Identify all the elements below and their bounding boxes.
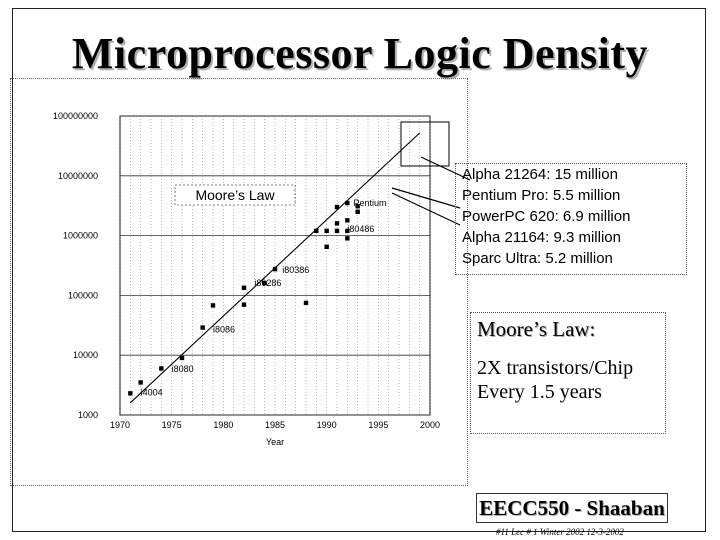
y-tick-label: 100000	[68, 290, 98, 300]
data-point	[138, 380, 143, 385]
y-tick-label: 10000000	[58, 171, 98, 181]
label-i4004: i4004	[141, 388, 163, 398]
callout-box: Alpha 21264: 15 million Pentium Pro: 5.5…	[455, 163, 687, 275]
label-i8086: i8086	[213, 324, 235, 334]
label-pentium: Pentium	[354, 198, 387, 208]
footer-course: EECC550 - Shaaban	[476, 493, 668, 523]
pointer-line-2	[391, 187, 461, 209]
data-point	[314, 228, 319, 234]
data-point	[345, 200, 350, 206]
y-tick-label: 100000000	[53, 111, 98, 121]
data-point	[159, 366, 164, 371]
moore-law-line-1: 2X transistors/Chip	[477, 357, 634, 379]
data-point	[200, 325, 205, 330]
data-point	[334, 221, 340, 226]
data-point	[241, 285, 247, 290]
data-point	[324, 228, 329, 234]
label-i80286: i80286	[254, 278, 281, 288]
footer-note: #11 Lec # 1 Winter 2002 12-3-2002	[496, 527, 624, 537]
data-point	[345, 218, 350, 223]
x-tick-label: 1975	[162, 420, 182, 430]
callout-line-sparc-ultra: Sparc Ultra: 5.2 million	[462, 250, 613, 267]
callout-line-alpha-21164: Alpha 21164: 9.3 million	[462, 229, 621, 246]
moore-law-line-2: Every 1.5 years	[477, 381, 602, 403]
x-tick-label: 1970	[110, 420, 130, 430]
data-point	[272, 266, 278, 272]
data-point	[179, 355, 185, 361]
chart-frame	[10, 78, 468, 486]
data-point	[355, 209, 360, 215]
pointer-line-1	[420, 156, 471, 181]
moore-law-box: Moore’s Law: 2X transistors/Chip Every 1…	[470, 312, 666, 434]
x-axis-label: Year	[266, 437, 284, 447]
label-i80486: i80486	[347, 224, 374, 234]
callout-line-powerpc-620: PowerPC 620: 6.9 million	[462, 208, 631, 225]
data-point	[355, 204, 360, 209]
plot-area	[119, 115, 431, 416]
x-tick-label: 1985	[265, 420, 285, 430]
y-tick-label: 1000	[78, 410, 98, 420]
data-point	[128, 391, 133, 396]
label-i80386: i80386	[282, 265, 309, 275]
data-point	[262, 280, 267, 286]
data-point	[303, 300, 309, 306]
label-i8080: i8080	[172, 364, 194, 374]
slide-border	[12, 8, 706, 532]
x-tick-label: 1990	[317, 420, 337, 430]
callout-line-alpha-21264: Alpha 21264: 15 million	[462, 166, 618, 183]
slide-title: Microprocessor Logic Density	[71, 29, 649, 78]
x-tick-label: 2000	[420, 420, 440, 430]
callout-square	[400, 121, 450, 167]
moores-law-chart-label: Moore’s Law	[195, 187, 275, 203]
data-point	[210, 303, 216, 308]
data-point	[345, 228, 350, 234]
x-tick-label: 1980	[213, 420, 233, 430]
data-point	[241, 302, 247, 307]
data-point	[334, 204, 340, 210]
data-point	[345, 236, 350, 241]
data-point	[334, 228, 340, 234]
moore-law-title: Moore’s Law:	[477, 317, 596, 341]
y-tick-label: 1000000	[63, 231, 98, 241]
moores-law-chart-label-box	[174, 184, 296, 206]
pointer-line-3	[391, 192, 461, 226]
y-tick-label: 10000	[73, 350, 98, 360]
x-tick-label: 1995	[368, 420, 388, 430]
data-point	[324, 244, 329, 249]
callout-line-pentium-pro: Pentium Pro: 5.5 million	[462, 187, 621, 204]
